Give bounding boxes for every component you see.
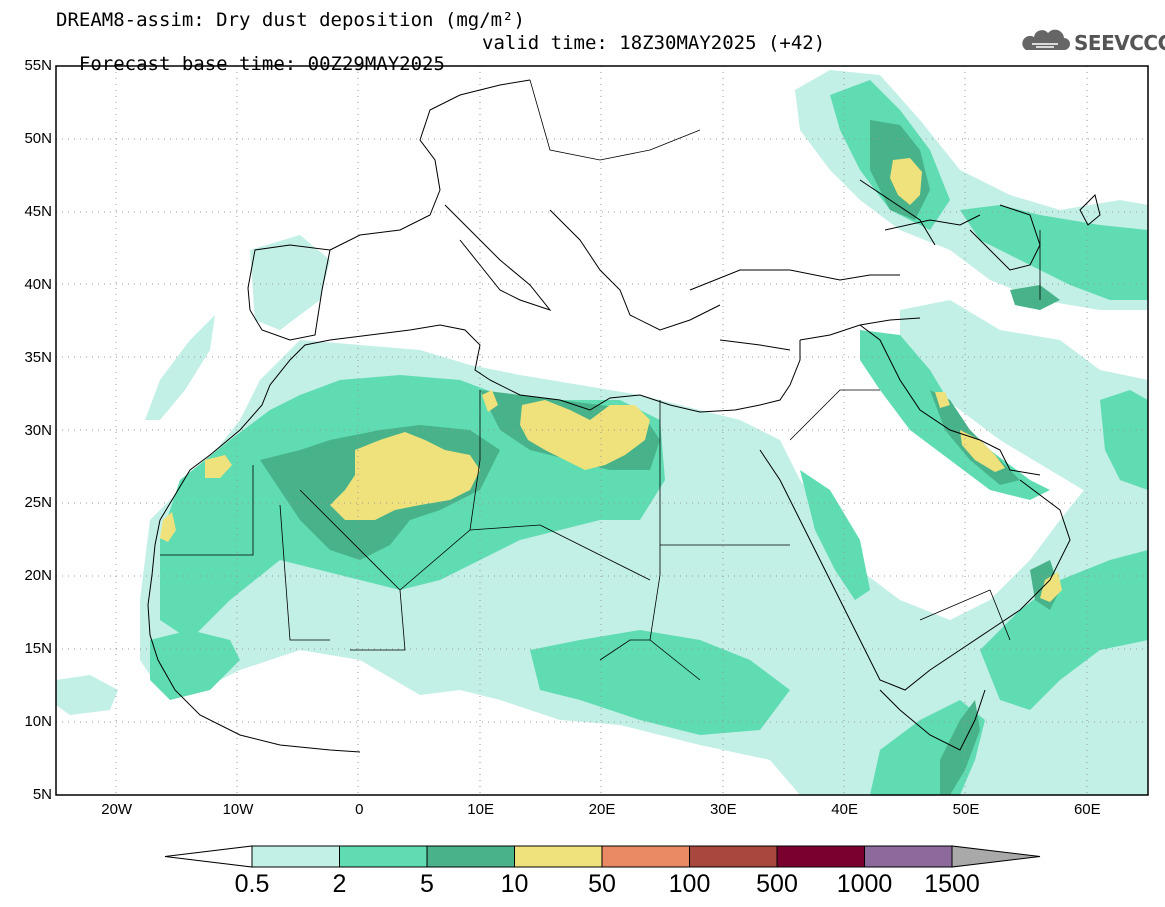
lon-tick-label: 30E (709, 801, 737, 818)
base-time: Forecast base time: 00Z29MAY2025 (78, 53, 445, 75)
borders (160, 79, 1041, 681)
map-frame (55, 65, 1149, 796)
lon-tick-label: 40E (831, 801, 858, 818)
seevccc-logo: SEEVCCC (1018, 28, 1165, 56)
lat-tick-label: 35N (24, 348, 52, 366)
lat-tick-label: 20N (24, 567, 52, 585)
lat-tick-label: 50N (24, 129, 52, 147)
lon-tick-label: 10W (222, 801, 254, 818)
lat-tick-label: 5N (32, 786, 52, 803)
lat-tick-label: 55N (24, 57, 52, 74)
logo-text: SEEVCCC (1074, 31, 1165, 55)
colorbar (164, 845, 1041, 868)
colorbar-label: 1000 (836, 870, 893, 898)
colorbar-label: 100 (668, 870, 711, 898)
colorbar-label: 1500 (924, 870, 980, 898)
colorbar-label: 500 (756, 870, 798, 898)
colorbar-label: 2 (332, 870, 347, 898)
lon-tick-label: 0 (355, 801, 364, 818)
lon-tick-label: 50E (952, 801, 980, 818)
colorbar-label: 0.5 (234, 870, 270, 898)
lat-tick-label: 45N (24, 202, 52, 220)
forecast-times: Forecast base time: 00Z29MAY2025 valid t… (56, 33, 825, 96)
colorbar-swatch (426, 845, 515, 868)
lat-tick-label: 25N (24, 494, 52, 512)
colorbar-swatch (339, 845, 428, 868)
colorbar-label: 5 (420, 870, 434, 898)
colorbar-swatch (864, 845, 953, 868)
colorbar-swatch (601, 845, 690, 868)
lat-tick-label: 30N (24, 421, 52, 439)
lon-tick-label: 20W (101, 801, 133, 818)
graticule (56, 66, 1148, 795)
colorbar-under-arrow (164, 845, 253, 868)
map-title: DREAM8-assim: Dry dust deposition (mg/m²… (56, 9, 525, 31)
dust-fields (56, 70, 1148, 795)
valid-time: valid time: 18Z30MAY2025 (+42) (482, 32, 826, 54)
colorbar-swatch (776, 845, 865, 868)
colorbar-over-arrow (951, 845, 1041, 868)
colorbar-swatch (251, 845, 340, 868)
colorbar-label: 50 (588, 870, 616, 898)
lat-tick-label: 10N (24, 713, 52, 731)
lon-tick-label: 10E (467, 801, 494, 818)
lat-tick-label: 15N (24, 640, 52, 658)
lon-tick-label: 20E (588, 801, 616, 818)
colorbar-label: 10 (500, 870, 529, 898)
cloud-icon (1022, 29, 1070, 50)
coastlines (147, 79, 1101, 753)
colorbar-swatch (689, 845, 778, 868)
lat-tick-label: 40N (24, 275, 52, 293)
colorbar-swatch (514, 845, 603, 868)
lon-tick-label: 60E (1073, 801, 1101, 818)
